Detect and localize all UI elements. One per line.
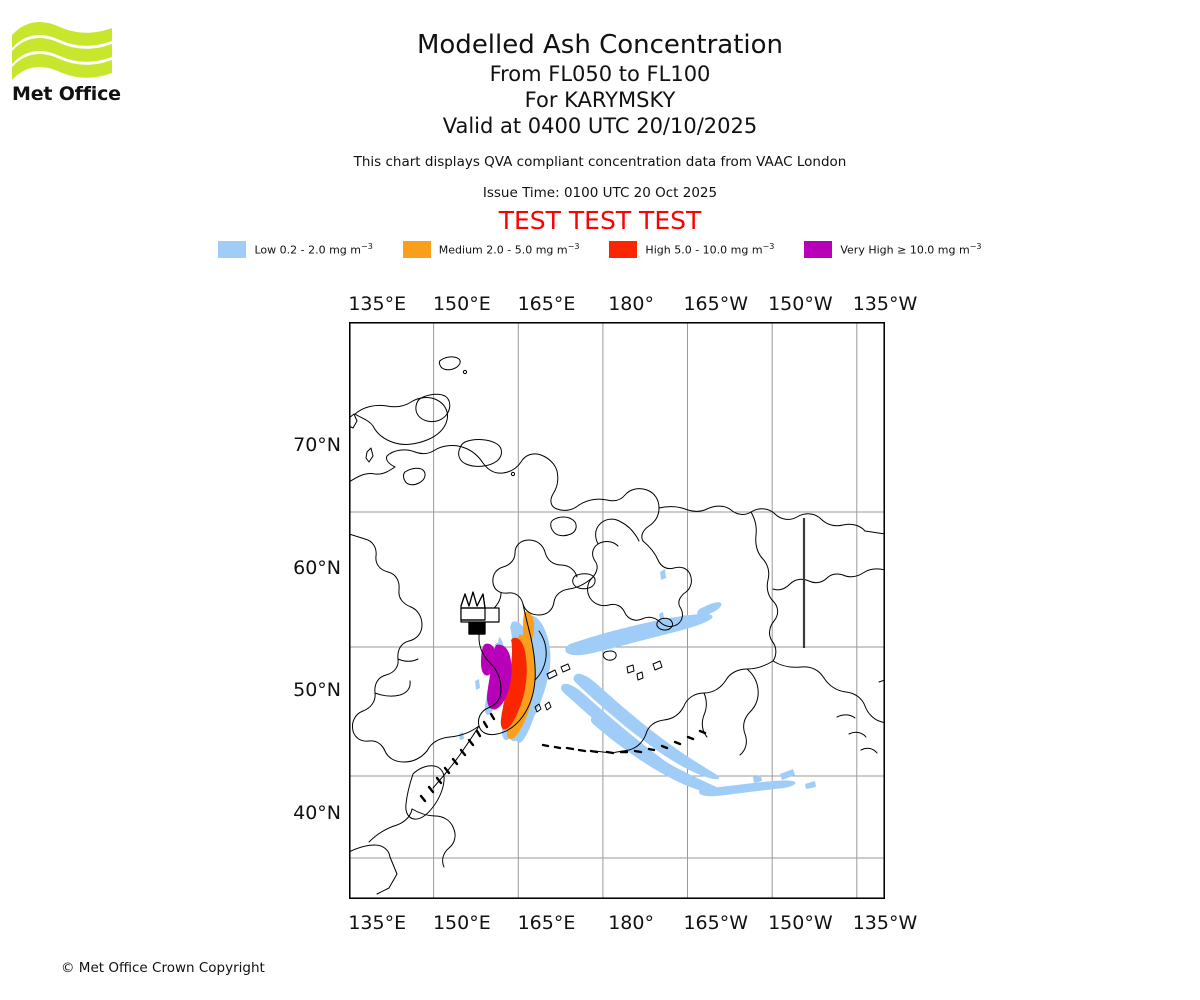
map-background bbox=[349, 322, 885, 899]
legend-item-very-high: Very High ≥ 10.0 mg m−3 bbox=[804, 241, 982, 258]
y-tick-3: 70°N bbox=[293, 433, 341, 456]
x-tick-bottom-2: 165°E bbox=[517, 912, 576, 934]
x-tick-bottom-0: 135°E bbox=[348, 912, 407, 934]
legend-swatch-low bbox=[218, 241, 247, 258]
ash-concentration-map bbox=[349, 322, 885, 899]
flight-level-range: From FL050 to FL100 bbox=[489, 62, 711, 86]
y-tick-1: 50°N bbox=[293, 679, 341, 702]
x-tick-bottom-1: 150°E bbox=[432, 912, 491, 934]
legend-swatch-medium bbox=[402, 241, 431, 258]
x-tick-bottom-3: 180° bbox=[608, 912, 654, 934]
copyright-text: © Met Office Crown Copyright bbox=[61, 960, 265, 976]
volcano-name: For KARYMSKY bbox=[524, 88, 676, 112]
map-plot-area bbox=[349, 322, 885, 899]
legend-item-high: High 5.0 - 10.0 mg m−3 bbox=[609, 241, 774, 258]
issue-time: Issue Time: 0100 UTC 20 Oct 2025 bbox=[482, 185, 718, 201]
valid-time: Valid at 0400 UTC 20/10/2025 bbox=[442, 114, 758, 138]
x-tick-top-5: 150°W bbox=[768, 293, 833, 315]
x-tick-top-1: 150°E bbox=[432, 293, 491, 315]
legend-swatch-high bbox=[609, 241, 638, 258]
page-title: Modelled Ash Concentration bbox=[416, 30, 784, 60]
legend-item-low: Low 0.2 - 2.0 mg m−3 bbox=[218, 241, 373, 258]
x-tick-top-0: 135°E bbox=[348, 293, 407, 315]
y-tick-2: 60°N bbox=[293, 556, 341, 579]
legend-label-high: High 5.0 - 10.0 mg m−3 bbox=[645, 242, 775, 257]
map-gridlines bbox=[349, 322, 885, 899]
x-tick-bottom-4: 165°W bbox=[683, 912, 749, 934]
legend-swatch-very-high bbox=[804, 241, 833, 258]
volcano-marker-icon bbox=[460, 591, 500, 635]
x-tick-top-4: 165°W bbox=[683, 293, 749, 315]
x-tick-top-2: 165°E bbox=[517, 293, 576, 315]
met-office-logo: Met Office bbox=[12, 22, 122, 114]
legend-label-very-high: Very High ≥ 10.0 mg m−3 bbox=[840, 242, 982, 257]
x-tick-top-6: 135°W bbox=[852, 293, 918, 315]
y-tick-0: 40°N bbox=[293, 802, 341, 825]
legend-label-low: Low 0.2 - 2.0 mg m−3 bbox=[254, 242, 373, 257]
legend-label-medium: Medium 2.0 - 5.0 mg m−3 bbox=[438, 242, 580, 257]
x-tick-bottom-6: 135°W bbox=[852, 912, 918, 934]
legend-item-medium: Medium 2.0 - 5.0 mg m−3 bbox=[402, 241, 580, 258]
x-tick-bottom-5: 150°W bbox=[768, 912, 833, 934]
coastlines bbox=[349, 356, 885, 895]
met-office-wave-icon bbox=[12, 22, 112, 80]
chart-subtitle: This chart displays QVA compliant concen… bbox=[353, 154, 847, 170]
map-frame bbox=[349, 322, 885, 899]
met-office-wordmark: Met Office bbox=[12, 83, 121, 105]
concentration-legend: Low 0.2 - 2.0 mg m−3 Medium 2.0 - 5.0 mg … bbox=[0, 241, 1200, 258]
x-tick-top-3: 180° bbox=[608, 293, 654, 315]
chart-header: Modelled Ash Concentration From FL050 to… bbox=[0, 0, 1200, 235]
test-watermark: TEST TEST TEST bbox=[498, 206, 702, 235]
